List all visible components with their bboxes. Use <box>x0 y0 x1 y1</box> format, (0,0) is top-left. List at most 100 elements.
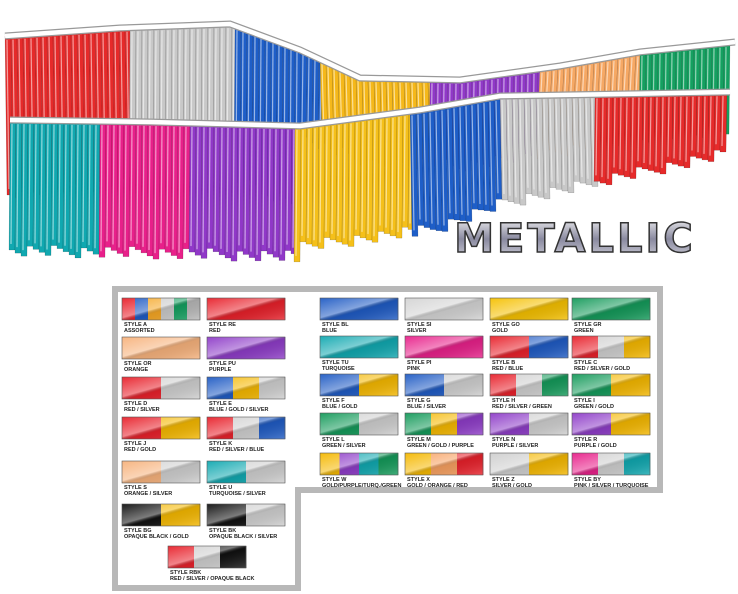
fringe-shine <box>178 126 181 253</box>
swatch-shine <box>121 460 201 484</box>
swatch-label: STYLE BY <box>574 477 601 483</box>
swatch-desc: PURPLE / SILVER <box>492 443 538 449</box>
swatch-shine <box>206 376 286 400</box>
fringe-shine <box>331 125 334 234</box>
fringe-shine <box>459 107 463 215</box>
swatch-desc: PINK <box>407 366 420 372</box>
fringe-shine <box>601 98 604 178</box>
swatch-label: STYLE U <box>209 485 232 491</box>
fringe-shine <box>136 125 139 244</box>
fringe-shine <box>130 125 133 241</box>
fringe-shine <box>655 97 658 167</box>
fringe-shine <box>373 120 376 237</box>
swatch-label: STYLE RBK <box>170 570 201 576</box>
swatch-desc: GOLD <box>492 328 508 334</box>
swatch-label: STYLE F <box>322 398 345 404</box>
fringe-shine <box>319 127 322 243</box>
swatch-label: STYLE BG <box>124 528 152 534</box>
fringe-shine <box>220 127 223 249</box>
swatch-desc: GOLD / ORANGE / RED <box>407 483 468 489</box>
swatch-shine <box>571 412 651 436</box>
swatch-label: STYLE GR <box>574 322 602 328</box>
swatch-label: STYLE R <box>574 437 597 443</box>
fringe-shine <box>256 128 259 255</box>
fringe-shine <box>585 98 589 179</box>
swatch-label: STYLE X <box>407 477 430 483</box>
fringe-shine <box>118 125 121 248</box>
swatch-desc: PURPLE / GOLD <box>574 443 617 449</box>
fringe-shine <box>495 101 499 194</box>
fringe-shine <box>643 97 646 163</box>
fringe-shine <box>423 113 427 222</box>
fringe-shine <box>325 126 328 232</box>
fringe-shine <box>385 118 388 228</box>
fringe-shine <box>232 128 235 256</box>
swatch-desc: BLUE / GOLD / SILVER <box>209 407 269 413</box>
fringe-shine <box>561 98 565 186</box>
fringe-shine <box>244 128 247 249</box>
fringe-shine <box>649 97 652 165</box>
fringe-shine <box>148 125 151 250</box>
swatch-shine <box>571 297 651 321</box>
fringe-shine <box>417 114 421 220</box>
fringe-shine <box>343 124 346 239</box>
fringe-shine <box>106 125 109 242</box>
swatch-desc: ORANGE <box>124 367 148 373</box>
swatch-shine <box>206 297 286 321</box>
fringe-shine <box>673 97 676 159</box>
fringe-shine <box>697 96 700 153</box>
fringe-shine <box>397 117 400 233</box>
swatch-shine <box>489 335 569 359</box>
swatch-shine <box>319 335 399 359</box>
fringe-shine <box>58 124 61 243</box>
fringe-shine <box>531 99 535 190</box>
fringe-shine <box>112 125 115 245</box>
swatch-desc: BLUE / GOLD <box>322 404 357 410</box>
swatch-shine <box>121 297 201 321</box>
fringe-shine <box>34 124 37 244</box>
fringe-shine <box>52 124 55 240</box>
fringe-shine <box>337 125 340 237</box>
fringe-shine <box>307 129 310 239</box>
fringe-shine <box>537 99 541 192</box>
swatch-desc: OPAQUE BLACK / SILVER <box>209 534 277 540</box>
swatch-desc: PINK / SILVER / TURQUOISE <box>574 483 649 489</box>
swatch-desc: TURQUOISE <box>322 366 355 372</box>
fringe-shine <box>70 124 73 249</box>
fringe-shine <box>82 125 85 243</box>
swatch-desc: RED / GOLD <box>124 447 156 453</box>
swatch-label: STYLE PI <box>407 360 432 366</box>
swatch-desc: PURPLE <box>209 367 232 373</box>
fringe-shine <box>435 111 439 225</box>
title: METALLIC <box>454 216 695 262</box>
fringe-shine <box>160 126 163 244</box>
swatch-label: STYLE B <box>492 360 515 366</box>
swatch-desc: GREEN / GOLD <box>574 404 614 410</box>
fringe-shine <box>274 129 277 252</box>
fringe-shine <box>166 126 169 247</box>
fringe-shine <box>543 99 547 193</box>
fringe-shine <box>124 125 127 251</box>
swatch-label: STYLE H <box>492 398 515 404</box>
fringe-shine <box>631 97 634 173</box>
fringe-shine <box>573 98 577 176</box>
swatch-desc: RED / BLUE <box>492 366 524 372</box>
fringe-shine <box>76 124 79 252</box>
swatch-label: STYLE BK <box>209 528 236 534</box>
swatch-desc: RED / SILVER <box>124 407 160 413</box>
swatch-label: STYLE C <box>574 360 597 366</box>
fringe-garlands <box>4 20 736 263</box>
fringe-shine <box>477 104 481 205</box>
swatch-shine <box>489 297 569 321</box>
swatch-shine <box>489 412 569 436</box>
fringe-shine <box>100 125 103 252</box>
swatch-label: STYLE W <box>322 477 347 483</box>
swatch-desc: RED <box>209 328 221 334</box>
fringe-shine <box>403 116 406 222</box>
fringe-shine <box>441 110 445 226</box>
fringe-shine <box>379 119 382 226</box>
fringe-shine <box>301 54 304 126</box>
swatch-label: STYLE SI <box>407 322 432 328</box>
swatch-label: STYLE J <box>124 441 146 447</box>
